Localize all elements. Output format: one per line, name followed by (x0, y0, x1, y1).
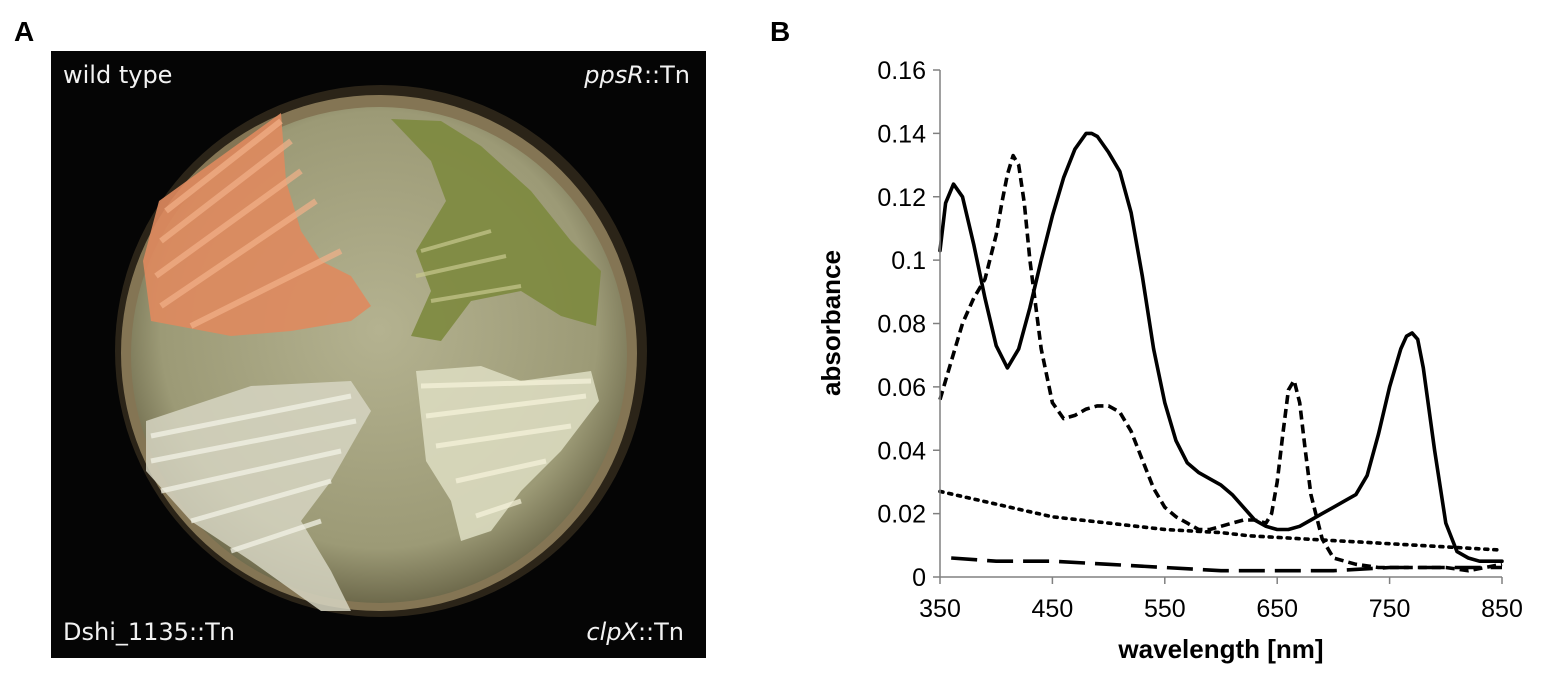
y-tick-label: 0.16 (877, 57, 926, 85)
label-clpX-tn: clpX::Tn (586, 618, 684, 646)
series-line-dotted (938, 489, 1504, 552)
absorbance-spectra-chart: 0 0.02 0.04 0.06 0.08 0.1 0.12 0.14 0.16 350 450 5… (816, 57, 1523, 664)
label-ppsR-suffix: ::Tn (643, 61, 690, 89)
petri-dish-photo: wild type ppsR::Tn Dshi_1135::Tn clpX::T… (51, 51, 706, 658)
x-tick-label: 850 (1481, 595, 1523, 623)
streak-ppsR (391, 119, 601, 341)
petri-dish-illustration (115, 85, 647, 617)
x-tick-group: 350 450 550 650 750 850 (919, 577, 1523, 623)
label-clpX-suffix: ::Tn (637, 618, 684, 646)
y-tick-label: 0 (912, 564, 926, 592)
label-dshi1135-tn: Dshi_1135::Tn (63, 618, 235, 646)
panel-label-b: B (770, 16, 791, 47)
y-tick-group: 0 0.02 0.04 0.06 0.08 0.1 0.12 0.14 0.16 (877, 57, 940, 592)
y-tick-label: 0.02 (877, 501, 926, 529)
y-tick-label: 0.12 (877, 184, 926, 212)
label-clpX-gene: clpX (586, 618, 638, 646)
label-wild-type: wild type (63, 61, 173, 89)
series-line-short-dash (938, 153, 1503, 573)
y-tick-label: 0.14 (877, 120, 926, 148)
y-tick-label: 0.04 (877, 437, 926, 465)
label-ppsR-gene: ppsR (584, 61, 644, 89)
y-tick-label: 0.06 (877, 374, 926, 402)
x-tick-label: 450 (1032, 595, 1074, 623)
x-axis-title: wavelength [nm] (1117, 634, 1323, 664)
y-tick-label: 0.1 (891, 247, 926, 275)
x-tick-label: 650 (1256, 595, 1298, 623)
x-tick-label: 350 (919, 595, 961, 623)
label-ppsR-tn: ppsR::Tn (584, 61, 690, 89)
y-axis-title: absorbance (816, 250, 846, 396)
x-tick-label: 750 (1369, 595, 1411, 623)
plot-area (938, 131, 1504, 573)
panel-label-a: A (14, 16, 35, 47)
x-tick-label: 550 (1144, 595, 1186, 623)
y-tick-label: 0.08 (877, 311, 926, 339)
streak-dshi1135 (146, 381, 371, 611)
series-line-long-dash (951, 556, 1502, 573)
series-line-solid (938, 131, 1504, 564)
